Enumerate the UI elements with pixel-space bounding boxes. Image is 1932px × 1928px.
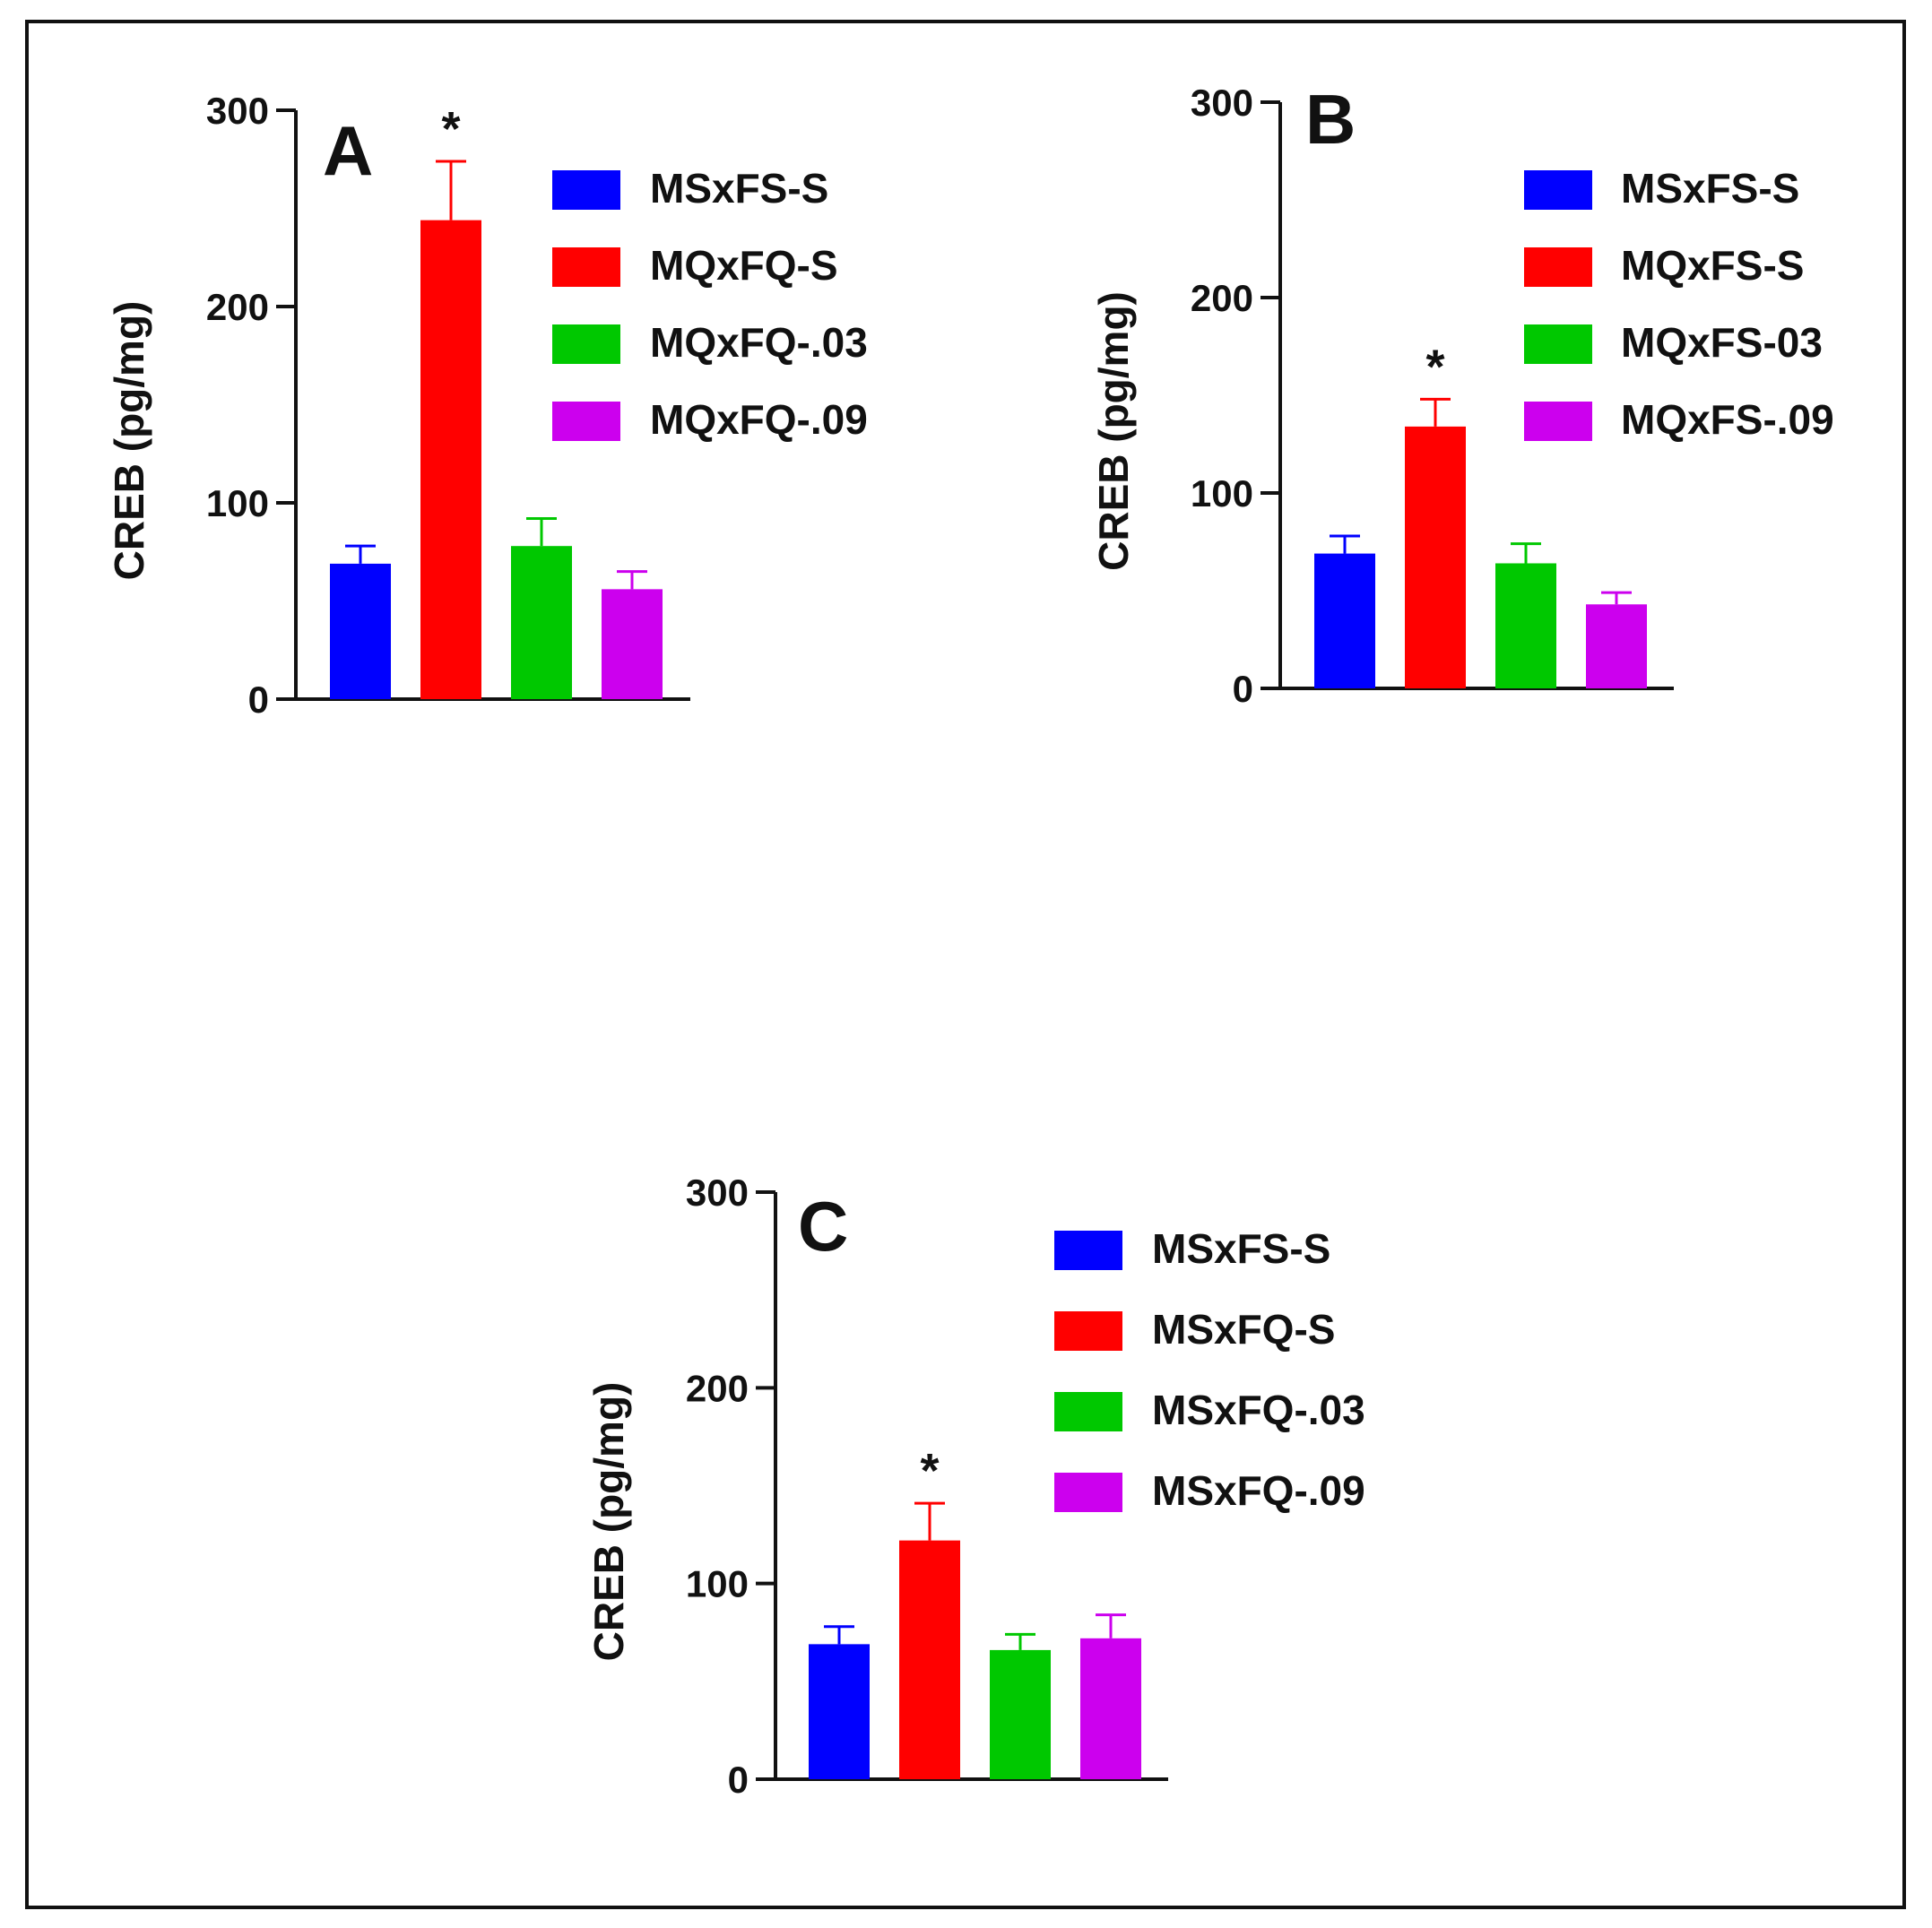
- y-tick-label: 300: [1191, 82, 1253, 124]
- legend-label: MQxFQ-S: [650, 242, 838, 289]
- legend-swatch: [1524, 324, 1592, 364]
- legend-label: MSxFQ-.09: [1152, 1467, 1365, 1514]
- panel-letter: C: [798, 1187, 848, 1266]
- y-axis-title: CREB (pg/mg): [106, 301, 152, 581]
- legend-swatch: [1054, 1311, 1122, 1351]
- y-tick-label: 100: [206, 482, 269, 524]
- bar-MQxFQ-.09: [602, 589, 663, 699]
- y-tick-label: 0: [728, 1759, 749, 1801]
- legend-swatch: [1054, 1231, 1122, 1270]
- y-tick-label: 100: [686, 1563, 749, 1605]
- chart-panel-a: 0 100 200 300 CREB (pg/mg) A * MSxFS-S MQxFQ-S MQ…: [106, 90, 868, 721]
- panel-letter: A: [323, 111, 373, 190]
- legend-label: MSxFQ-.03: [1152, 1387, 1365, 1433]
- legend-label: MQxFQ-.03: [650, 319, 868, 366]
- significance-mark: *: [441, 102, 460, 156]
- bar-MSxFS-S: [809, 1644, 870, 1779]
- legend-label: MQxFQ-.09: [650, 396, 868, 443]
- legend-swatch: [552, 247, 620, 287]
- legend-swatch: [1054, 1473, 1122, 1512]
- chart-panel-c: 0 100 200 300 CREB (pg/mg) C * MSxFS-S MSxFQ-S MS…: [585, 1171, 1365, 1801]
- y-tick-label: 0: [1233, 668, 1253, 710]
- figure-frame: [25, 20, 1906, 1909]
- y-axis-title: CREB (pg/mg): [1090, 291, 1137, 571]
- legend-swatch: [552, 402, 620, 441]
- bar-MSxFS-S: [330, 563, 391, 699]
- legend-label: MQxFS-03: [1621, 319, 1823, 366]
- bar-MQxFQ-.03: [511, 546, 572, 699]
- legend-swatch: [1524, 402, 1592, 441]
- legend-label: MSxFQ-S: [1152, 1306, 1335, 1353]
- bar-MQxFS-03: [1495, 563, 1556, 688]
- bar-MSxFQ-.09: [1080, 1638, 1141, 1779]
- y-tick-label: 300: [206, 90, 269, 132]
- y-tick-label: 300: [686, 1171, 749, 1214]
- legend-label: MSxFS-S: [1621, 165, 1799, 212]
- significance-mark: *: [920, 1444, 939, 1498]
- panel-letter: B: [1305, 80, 1356, 159]
- y-tick-label: 100: [1191, 472, 1253, 514]
- bar-MSxFQ-.03: [990, 1649, 1051, 1779]
- y-tick-label: 200: [1191, 277, 1253, 319]
- legend-label: MSxFS-S: [650, 165, 828, 212]
- bar-MQxFQ-S: [420, 220, 481, 699]
- legend-swatch: [1524, 247, 1592, 287]
- significance-mark: *: [1425, 340, 1444, 393]
- bar-MQxFS-S: [1405, 426, 1466, 688]
- legend-label: MQxFS-S: [1621, 242, 1804, 289]
- bar-MQxFS-.09: [1586, 604, 1647, 688]
- legend-swatch: [552, 324, 620, 364]
- legend-label: MSxFS-S: [1152, 1225, 1330, 1272]
- y-tick-label: 200: [206, 286, 269, 328]
- legend-swatch: [1524, 170, 1592, 210]
- bar-MSxFQ-S: [899, 1540, 960, 1779]
- legend-swatch: [1054, 1392, 1122, 1431]
- y-tick-label: 0: [248, 679, 269, 721]
- y-axis-title: CREB (pg/mg): [585, 1382, 632, 1662]
- legend-swatch: [552, 170, 620, 210]
- y-tick-label: 200: [686, 1367, 749, 1409]
- bar-MSxFS-S: [1314, 553, 1375, 688]
- chart-panel-b: 0 100 200 300 CREB (pg/mg) B * MSxFS-S MQxFS-S MQ…: [1090, 80, 1834, 710]
- legend-label: MQxFS-.09: [1621, 396, 1834, 443]
